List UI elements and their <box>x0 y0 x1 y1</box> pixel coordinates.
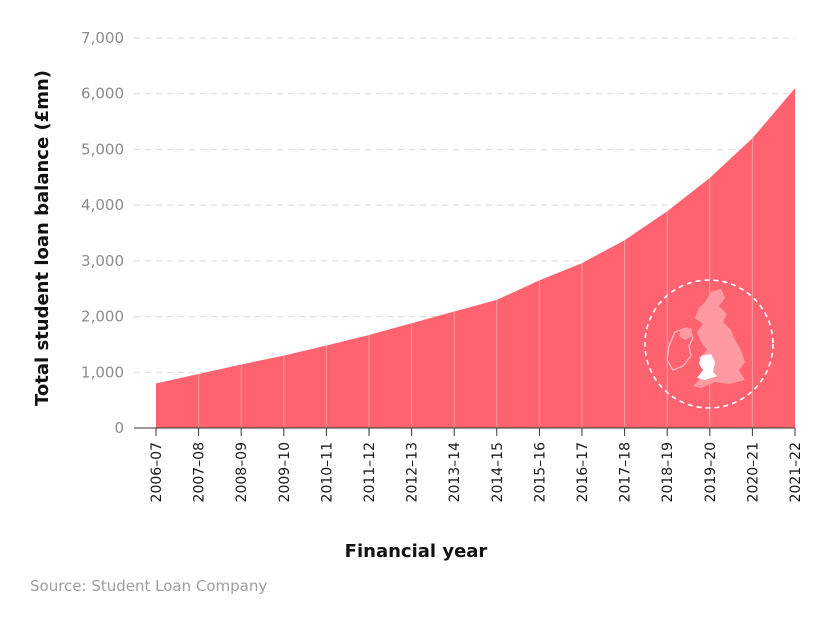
x-tick-label: 2017–18 <box>618 442 634 502</box>
x-tick-label: 2018–19 <box>660 442 676 502</box>
x-tick-label: 2019–20 <box>703 442 719 502</box>
x-tick-label: 2016–17 <box>575 442 591 502</box>
x-tick-label: 2013–14 <box>447 442 463 503</box>
y-axis-title: Total student loan balance (£mn) <box>32 70 53 406</box>
x-tick-label: 2011–12 <box>362 442 378 502</box>
x-tick-label: 2010–11 <box>319 442 335 502</box>
y-tick-label: 6,000 <box>81 85 124 103</box>
x-tick-label: 2008–09 <box>234 442 250 502</box>
y-tick-label: 1,000 <box>81 363 124 381</box>
y-tick-label: 7,000 <box>81 29 124 47</box>
y-tick-label: 2,000 <box>81 308 124 326</box>
x-tick-label: 2012–13 <box>405 442 421 502</box>
x-tick-label: 2006–07 <box>149 442 165 502</box>
x-tick-label: 2014–15 <box>490 442 506 502</box>
y-tick-label: 4,000 <box>81 196 124 214</box>
y-tick-label: 0 <box>114 419 124 437</box>
source-note: Source: Student Loan Company <box>30 577 267 595</box>
y-tick-label: 3,000 <box>81 252 124 270</box>
x-tick-label: 2020–21 <box>745 442 761 502</box>
x-tick-label: 2015–16 <box>532 442 548 503</box>
x-axis-title: Financial year <box>345 541 488 562</box>
x-tick-label: 2007–08 <box>192 442 208 502</box>
x-tick-label: 2021–22 <box>788 442 804 502</box>
y-tick-label: 5,000 <box>81 140 124 158</box>
x-tick-label: 2009–10 <box>277 442 293 502</box>
